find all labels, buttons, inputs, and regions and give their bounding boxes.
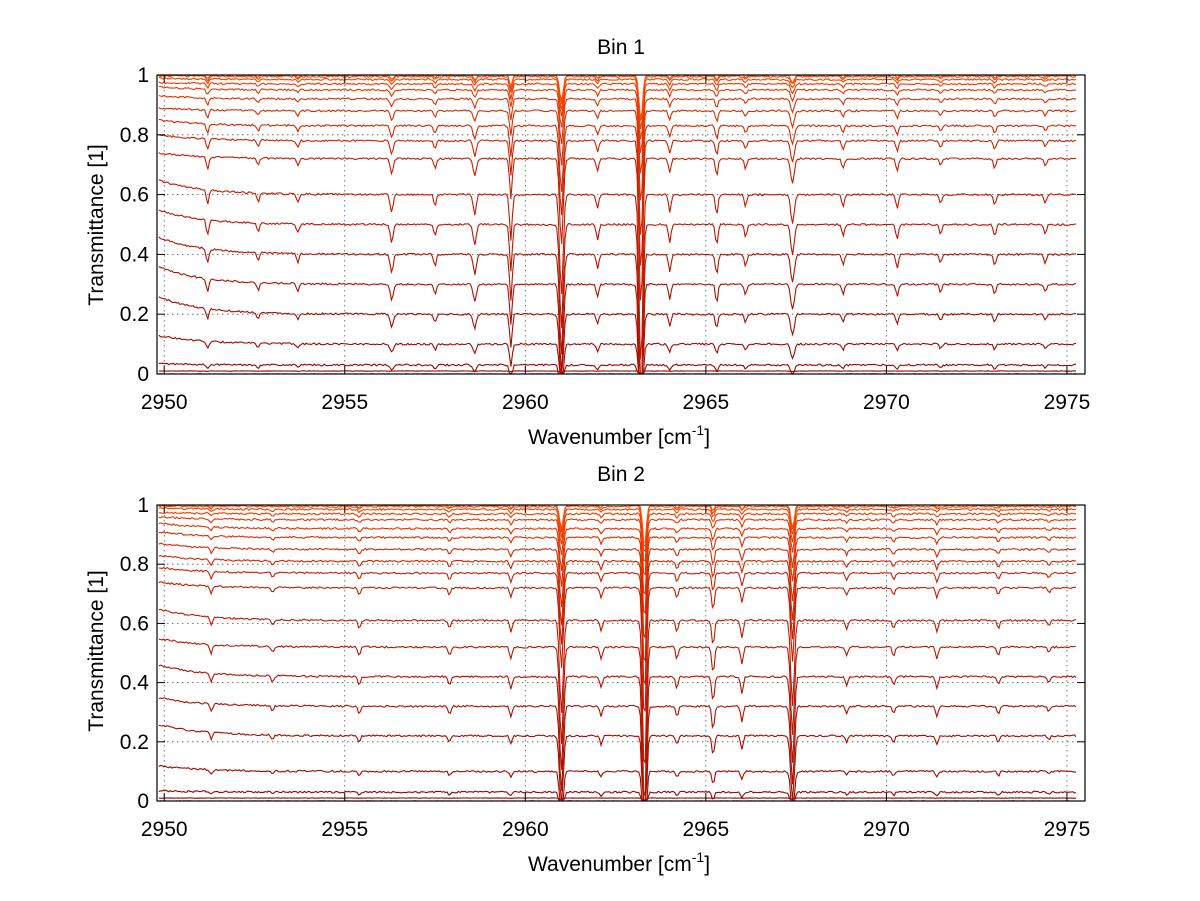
x-tick-label: 2960 bbox=[502, 818, 549, 841]
x-tick-label: 2975 bbox=[1044, 391, 1091, 414]
series-line bbox=[158, 507, 1077, 552]
x-tick-label: 2955 bbox=[321, 818, 368, 841]
y-axis-label: Transmittance [1] bbox=[85, 144, 108, 305]
series-line bbox=[158, 134, 1077, 266]
plot-area-frame bbox=[156, 504, 1086, 802]
y-tick-label: 0.4 bbox=[120, 243, 150, 266]
series-line bbox=[158, 81, 1077, 140]
y-tick-label: 0.6 bbox=[120, 184, 149, 207]
x-tick-label: 2950 bbox=[141, 391, 188, 414]
series-line bbox=[158, 608, 1077, 764]
x-axis-label-end: ] bbox=[704, 426, 710, 449]
series-line bbox=[158, 764, 1077, 802]
series-line bbox=[158, 107, 1077, 201]
y-tick-label: 0.8 bbox=[120, 553, 149, 576]
plot-area-frame bbox=[156, 74, 1086, 375]
series-line bbox=[158, 522, 1077, 596]
y-tick-label: 0.6 bbox=[120, 612, 149, 635]
series-line bbox=[158, 236, 1077, 375]
chart-title: Bin 2 bbox=[597, 463, 645, 486]
series-line bbox=[158, 516, 1077, 576]
series-line bbox=[158, 74, 1077, 121]
subplot-bin-2: Bin 2 2950 2955 2960 2965 2970 2975 0 0.2 0.4 0.… bbox=[85, 463, 1090, 876]
x-tick-label: 2960 bbox=[502, 391, 549, 414]
series-line bbox=[158, 94, 1077, 174]
series-line bbox=[158, 789, 1076, 802]
series-line bbox=[158, 531, 1077, 615]
series-line bbox=[158, 362, 1076, 375]
x-ticks: 2950 2955 2960 2965 2970 2975 bbox=[141, 75, 1090, 414]
series-line bbox=[158, 334, 1077, 375]
x-axis-label-main: Wavenumber [cm bbox=[528, 426, 692, 449]
y-tick-label: 0 bbox=[137, 363, 149, 386]
y-tick-label: 0.2 bbox=[120, 303, 149, 326]
x-tick-label: 2965 bbox=[682, 391, 729, 414]
y-ticks: 0 0.2 0.4 0.6 0.8 1 bbox=[120, 64, 1085, 386]
series-line bbox=[158, 797, 1076, 801]
series-line bbox=[158, 76, 1077, 130]
x-axis-label-sup: -1 bbox=[692, 849, 705, 865]
x-tick-label: 2970 bbox=[863, 391, 910, 414]
series-line bbox=[158, 697, 1077, 802]
x-axis-label: Wavenumber [cm-1] bbox=[528, 849, 710, 876]
x-tick-label: 2950 bbox=[141, 818, 188, 841]
series-line bbox=[158, 85, 1077, 153]
y-tick-label: 0.8 bbox=[120, 124, 149, 147]
x-axis-label-main: Wavenumber [cm bbox=[528, 853, 692, 876]
x-tick-label: 2975 bbox=[1044, 818, 1091, 841]
y-tick-label: 1 bbox=[137, 64, 149, 87]
subplot-bin-1: Bin 1 2950 2955 2960 2965 2970 2975 0 0.2 0.4 0.… bbox=[85, 36, 1090, 449]
series-line bbox=[158, 296, 1077, 375]
y-ticks: 0 0.2 0.4 0.6 0.8 1 bbox=[120, 494, 1085, 813]
series-line bbox=[158, 266, 1077, 375]
series-line bbox=[158, 638, 1077, 797]
series-line bbox=[158, 542, 1077, 639]
y-tick-label: 0 bbox=[137, 790, 149, 813]
x-axis-label-end: ] bbox=[704, 853, 710, 876]
y-tick-label: 0.4 bbox=[120, 672, 150, 695]
series-line bbox=[158, 504, 1077, 547]
series-line bbox=[158, 179, 1077, 360]
y-tick-label: 0.2 bbox=[120, 731, 149, 754]
series-line bbox=[158, 511, 1077, 563]
series-line bbox=[158, 370, 1076, 375]
series-line bbox=[158, 152, 1077, 301]
series-line bbox=[158, 581, 1077, 712]
chart-title: Bin 1 bbox=[597, 36, 645, 59]
x-tick-label: 2955 bbox=[321, 391, 368, 414]
series-lines bbox=[158, 504, 1077, 802]
series-line bbox=[158, 664, 1077, 802]
x-axis-label: Wavenumber [cm-1] bbox=[528, 422, 710, 449]
y-axis-label: Transmittance [1] bbox=[85, 570, 108, 731]
series-line bbox=[158, 724, 1077, 802]
x-tick-label: 2970 bbox=[863, 818, 910, 841]
x-ticks: 2950 2955 2960 2965 2970 2975 bbox=[141, 505, 1090, 841]
x-tick-label: 2965 bbox=[682, 818, 729, 841]
y-tick-label: 1 bbox=[137, 494, 149, 517]
series-line bbox=[158, 554, 1077, 663]
x-axis-label-sup: -1 bbox=[692, 422, 705, 438]
series-line bbox=[158, 566, 1077, 686]
series-line bbox=[158, 119, 1077, 235]
series-lines bbox=[158, 74, 1077, 375]
series-line bbox=[158, 209, 1077, 375]
